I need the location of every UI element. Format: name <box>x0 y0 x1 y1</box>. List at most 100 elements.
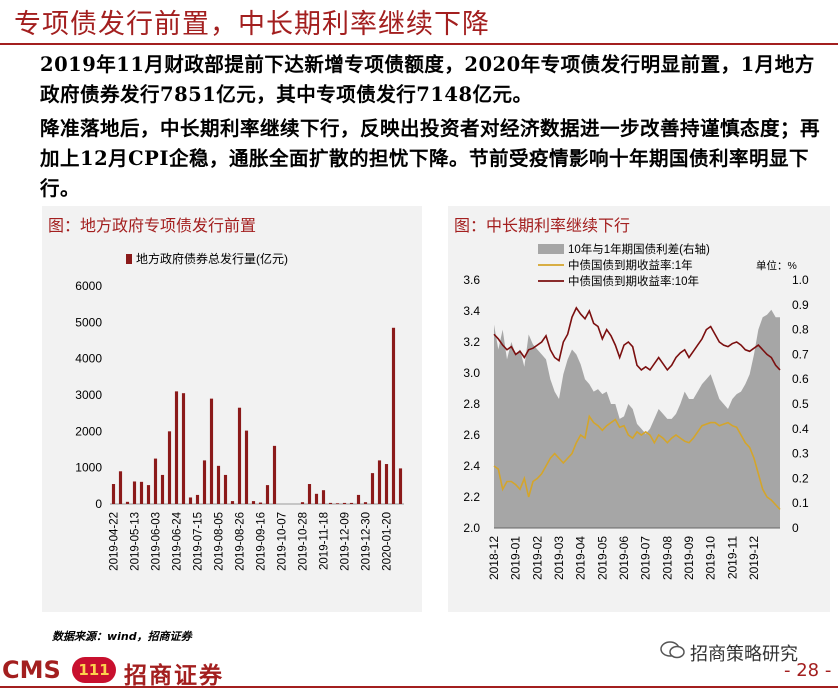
x-tick-label: 2019-09-16 <box>256 512 268 571</box>
y-tick-label: 1000 <box>75 461 102 475</box>
wechat-account: 招商策略研究 <box>690 644 798 665</box>
cms-logo-badge: 111 <box>72 657 116 683</box>
bar <box>139 481 144 504</box>
x-tick-label: 2019-05 <box>595 536 609 580</box>
y-right-tick-label: 0.4 <box>792 422 809 436</box>
x-tick-label: 2020-01-20 <box>382 512 394 571</box>
bar <box>349 502 354 504</box>
yield-1y-line <box>493 414 781 510</box>
bar <box>342 502 347 504</box>
x-tick-label: 2019-11-18 <box>319 512 331 570</box>
x-tick-label: 2019-12 <box>747 536 761 580</box>
x-tick-label: 2019-06 <box>617 536 631 580</box>
y-left-tick-label: 2.0 <box>463 521 480 535</box>
title-divider <box>0 43 838 45</box>
bar <box>111 484 116 504</box>
bar <box>384 464 389 504</box>
x-tick-label: 2019-10 <box>704 536 718 580</box>
bar <box>167 431 172 504</box>
bar <box>398 468 403 504</box>
slide-title: 专项债发行前置，中长期利率继续下降 <box>14 9 490 40</box>
y-tick-label: 4000 <box>75 352 102 366</box>
yield-10y-line <box>493 306 781 372</box>
x-tick-label: 2018-12 <box>487 536 501 580</box>
bar-chart-panel: 图：地方政府专项债发行前置 0 1000 2000 3000 4000 5000 6000 2… <box>42 206 422 612</box>
bar <box>216 465 221 504</box>
paragraph-2: 降准落地后，中长期利率继续下行，反映出投资者对经济数据进一步改善持谨慎态度；再加… <box>40 117 821 200</box>
bar-chart: 0 1000 2000 3000 4000 5000 6000 2019-04-22 2019-… <box>75 251 404 571</box>
x-tick-label: 2019-12-09 <box>340 512 352 571</box>
x-tick-label: 2019-06-03 <box>151 512 163 571</box>
page-number: - 28 - <box>784 660 832 681</box>
y-left-tick-label: 2.6 <box>463 428 480 442</box>
bar <box>237 407 242 504</box>
x-tick-label: 2019-09 <box>682 536 696 580</box>
bar <box>328 502 333 504</box>
x-tick-label: 2019-11 <box>725 536 739 579</box>
bar <box>300 502 305 504</box>
bar <box>265 485 270 504</box>
bar <box>181 393 186 504</box>
y-left-tick-label: 3.4 <box>463 304 480 318</box>
y-right-tick-label: 0.8 <box>792 323 809 337</box>
y-tick-label: 5000 <box>75 315 102 329</box>
x-tick-label: 2019-08-05 <box>214 512 226 571</box>
bar <box>125 501 130 504</box>
y-left-tick-label: 3.0 <box>463 366 480 380</box>
y-right-tick-label: 0 <box>792 521 799 535</box>
x-tick-label: 2019-08-26 <box>235 512 247 571</box>
y-left-tick-label: 3.6 <box>463 273 480 287</box>
y-tick-label: 2000 <box>75 424 102 438</box>
bar <box>391 327 396 504</box>
y-left-tick-label: 2.4 <box>463 459 480 473</box>
legend-swatch-spread <box>538 244 564 254</box>
bar <box>356 494 361 504</box>
x-tick-label: 2019-05-13 <box>130 512 142 571</box>
data-source: 数据来源：wind，招商证券 <box>52 630 192 643</box>
footer-divider <box>0 686 838 688</box>
bar <box>307 484 312 504</box>
bar <box>132 481 137 504</box>
bar <box>335 503 340 504</box>
y-left-tick-label: 2.2 <box>463 490 480 504</box>
bar <box>146 485 151 504</box>
y-right-tick-label: 0.6 <box>792 372 809 386</box>
y-left-tick-label: 3.2 <box>463 335 480 349</box>
legend-label-1y: 中债国债到期收益率:1年 <box>568 258 693 272</box>
bar <box>195 494 200 504</box>
x-tick-label: 2019-04 <box>574 536 588 580</box>
bar <box>258 502 263 504</box>
line-chart-title: 图：中长期利率继续下行 <box>454 216 631 235</box>
y-right-tick-label: 0.3 <box>792 447 809 461</box>
cms-logo-cn: 招商证券 <box>124 663 224 689</box>
legend-label-spread: 10年与1年期国债利差(右轴) <box>568 242 710 256</box>
paragraph-1: 2019年11月财政部提前下达新增专项债额度，2020年专项债发行明显前置，1月… <box>40 53 815 106</box>
x-tick-label: 2019-07-15 <box>193 512 205 571</box>
x-tick-label: 2019-02 <box>530 536 544 580</box>
y-tick-label: 0 <box>95 497 102 511</box>
x-tick-label: 2019-06-24 <box>172 511 184 570</box>
bar <box>314 493 319 504</box>
y-right-tick-label: 0.2 <box>792 471 809 485</box>
bar <box>321 490 326 504</box>
bar <box>230 501 235 504</box>
bar <box>153 458 158 504</box>
bar <box>209 398 214 504</box>
y-right-tick-label: 0.7 <box>792 347 809 361</box>
wechat-icon <box>660 641 685 659</box>
bar-chart-title: 图：地方政府专项债发行前置 <box>48 216 257 235</box>
bar <box>202 460 207 504</box>
x-tick-label: 2019-12-30 <box>361 512 373 571</box>
bar <box>188 497 193 504</box>
bar <box>160 474 165 504</box>
x-tick-label: 2019-07 <box>639 536 653 580</box>
bar <box>363 502 368 504</box>
bar <box>370 473 375 504</box>
unit-label: 单位：% <box>756 259 797 272</box>
y-tick-label: 6000 <box>75 279 102 293</box>
x-tick-label: 2019-04-22 <box>109 512 121 571</box>
y-left-tick-label: 2.8 <box>463 397 480 411</box>
y-right-tick-label: 0.9 <box>792 298 809 312</box>
bar <box>118 471 123 504</box>
bar <box>272 445 277 504</box>
